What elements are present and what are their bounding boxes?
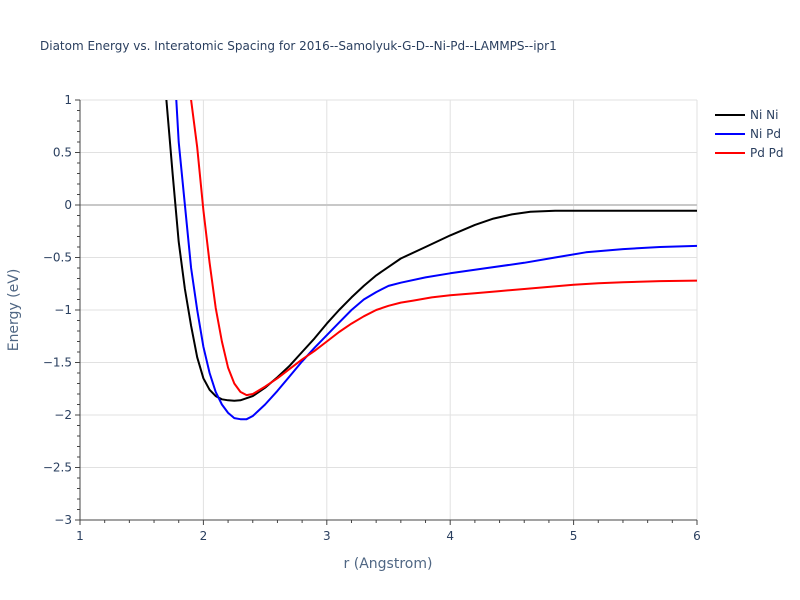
y-tick-label: 0.5 [53, 146, 72, 160]
y-tick-label: −2.5 [43, 461, 72, 475]
y-tick-label: 1 [64, 93, 72, 107]
chart-title: Diatom Energy vs. Interatomic Spacing fo… [40, 39, 557, 53]
legend-item-pd-pd[interactable]: Pd Pd [715, 146, 784, 160]
series-line-ni-ni [165, 100, 697, 402]
legend[interactable]: Ni Ni Ni Pd Pd Pd [715, 108, 784, 160]
series-lines [165, 100, 697, 421]
y-tick-label: −2 [54, 408, 72, 422]
y-axis-title: Energy (eV) [6, 269, 22, 352]
series-line-pd-pd [190, 100, 697, 397]
x-tick-label: 1 [76, 529, 84, 543]
legend-label: Ni Pd [750, 127, 781, 141]
x-tick-label: 6 [693, 529, 701, 543]
y-tick-label: −0.5 [43, 251, 72, 265]
y-tick-label: −3 [54, 513, 72, 527]
legend-label: Pd Pd [750, 146, 784, 160]
legend-item-ni-pd[interactable]: Ni Pd [715, 127, 781, 141]
x-tick-label: 3 [323, 529, 331, 543]
axes [75, 99, 698, 525]
y-tick-label: −1.5 [43, 356, 72, 370]
x-tick-label: 2 [200, 529, 208, 543]
x-tick-label: 4 [446, 529, 454, 543]
legend-item-ni-ni[interactable]: Ni Ni [715, 108, 778, 122]
x-tick-label: 5 [570, 529, 578, 543]
x-axis-title: r (Angstrom) [344, 556, 433, 572]
y-tick-label: −1 [54, 303, 72, 317]
tick-labels: 1 2 3 4 5 6 −3 −2.5 −2 −1.5 −1 −0.5 0 0.5 1 [43, 93, 701, 543]
grid-lines [80, 99, 698, 520]
legend-label: Ni Ni [750, 108, 778, 122]
series-line-ni-pd [175, 100, 697, 421]
y-tick-label: 0 [64, 198, 72, 212]
